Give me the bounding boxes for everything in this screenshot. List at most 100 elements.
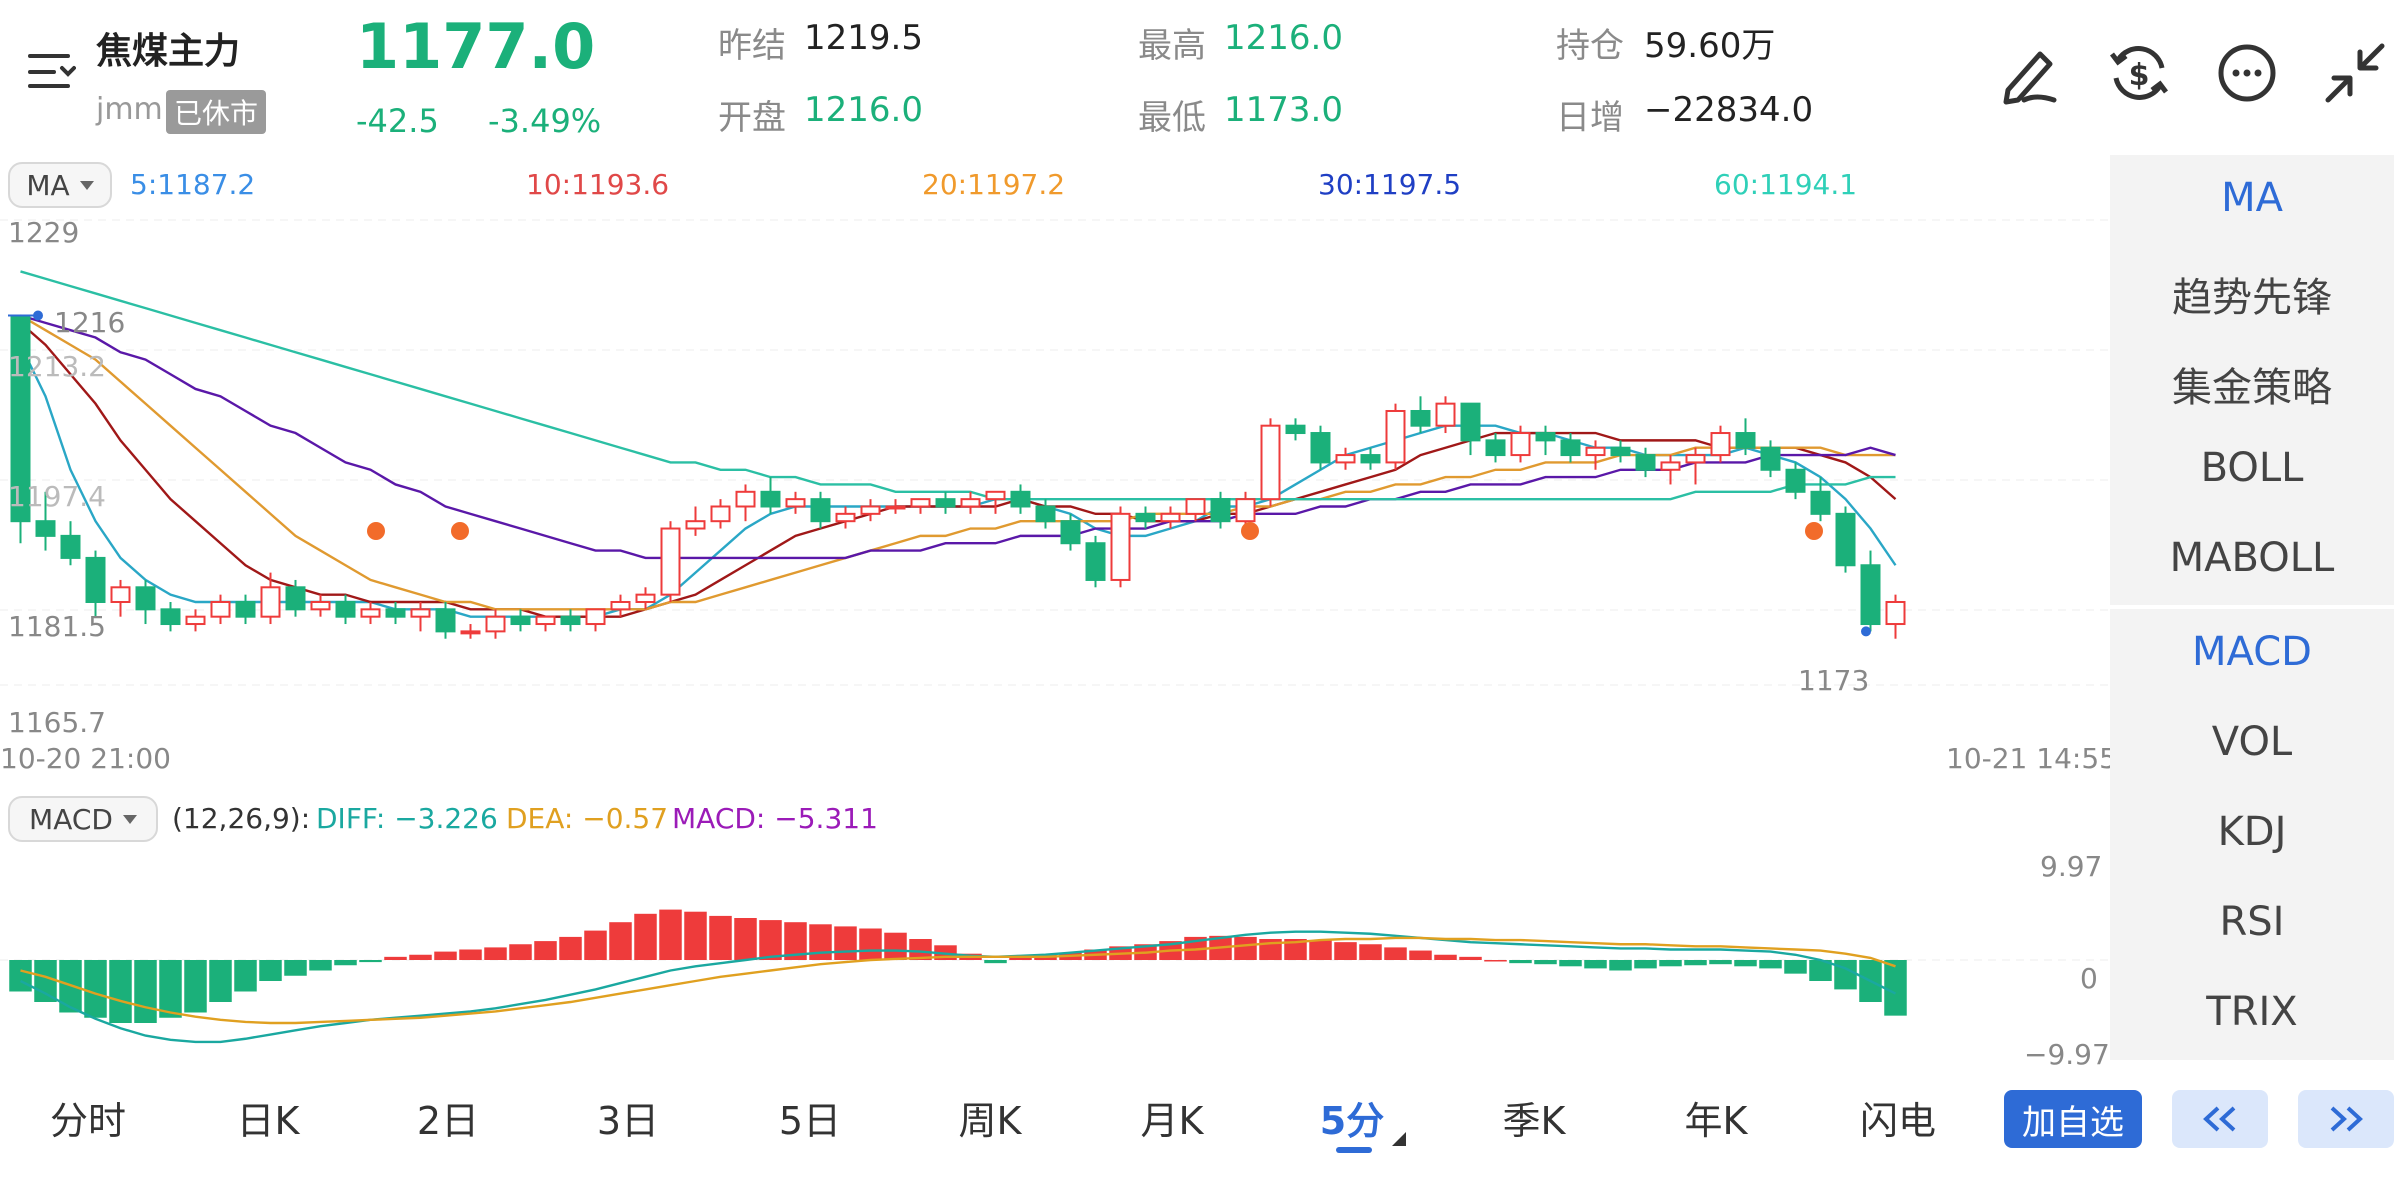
tab-intraday[interactable]: 分时 (49, 1099, 126, 1143)
macd-bar-negative (1884, 960, 1907, 1016)
indicator-ma[interactable]: MA (2221, 175, 2283, 221)
macd-bar-positive (1384, 947, 1407, 960)
tab-daily-k[interactable]: 日K (236, 1099, 300, 1143)
candle-up (585, 608, 606, 626)
macd-bar-negative (1559, 960, 1582, 967)
add-watchlist-button[interactable]: 加自选 (2004, 1090, 2142, 1148)
indicator-boll[interactable]: BOLL (2200, 445, 2304, 491)
candle-up (410, 608, 431, 618)
candle-down (1135, 512, 1156, 523)
collapse-icon[interactable] (2320, 38, 2390, 108)
ma-selector[interactable]: MA (8, 162, 112, 208)
macd-bar-positive (759, 920, 782, 960)
macd-bar-positive (784, 922, 807, 960)
candle-up (310, 600, 331, 611)
indicator-trend-pioneer[interactable]: 趋势先锋 (2172, 275, 2332, 321)
candle-up (1585, 446, 1606, 457)
candle-up (1885, 600, 1906, 626)
macd-chart[interactable] (0, 850, 2108, 1070)
stat-label-prev-settle: 昨结 (718, 26, 786, 66)
menu-icon[interactable] (28, 52, 76, 92)
tab-3day[interactable]: 3日 (596, 1099, 660, 1143)
candle-down (1560, 439, 1581, 457)
candle-up (110, 586, 131, 603)
macd-bar-negative (1809, 960, 1832, 981)
tab-quarterly-k[interactable]: 季K (1502, 1099, 1566, 1143)
candle-down (1785, 468, 1806, 493)
macd-bar-negative (9, 960, 32, 992)
contract-title: 焦煤主力 (96, 31, 241, 72)
price-change-pct: -3.49% (488, 102, 602, 140)
candle-down (1060, 520, 1081, 545)
macd-bar-positive (684, 911, 707, 960)
candle-down (385, 608, 406, 618)
tab-yearly-k[interactable]: 年K (1684, 1099, 1748, 1143)
ma-line-ma20 (19, 314, 1896, 611)
chevron-down-icon (122, 814, 137, 824)
candle-down (1085, 542, 1106, 581)
tab-monthly-k[interactable]: 月K (1140, 1099, 1204, 1143)
candle-up (635, 593, 656, 603)
stat-label-daily-change: 日增 (1556, 98, 1624, 138)
candle-up (1110, 512, 1131, 581)
macd-bar-negative (1734, 960, 1757, 967)
candle-down (1210, 498, 1231, 523)
indicator-trix[interactable]: TRIX (2206, 989, 2298, 1035)
candle-down (60, 534, 81, 559)
currency-exchange-icon[interactable]: $ (2104, 38, 2174, 108)
macd-bar-positive (509, 944, 532, 960)
prev-button[interactable] (2172, 1090, 2268, 1148)
macd-bar-positive (909, 939, 932, 960)
macd-bar-positive (1334, 942, 1357, 960)
price-change: -42.5 (356, 102, 439, 140)
tab-5day[interactable]: 5日 (778, 1099, 842, 1143)
macd-selector[interactable]: MACD (8, 796, 158, 842)
low-marker-label: 1173 (1798, 664, 1870, 697)
indicator-jijin-strategy[interactable]: 集金策略 (2172, 365, 2332, 411)
stat-label-low: 最低 (1138, 98, 1206, 138)
indicator-macd[interactable]: MACD (2192, 629, 2312, 675)
macd-bar-positive (709, 915, 732, 960)
pen-icon[interactable] (1996, 38, 2066, 108)
next-button[interactable] (2298, 1090, 2394, 1148)
candle-up (485, 615, 506, 633)
candle-up (860, 505, 881, 515)
macd-bar-negative (334, 960, 357, 966)
indicator-maboll[interactable]: MABOLL (2169, 535, 2335, 581)
tab-5min[interactable]: 5分 (1319, 1099, 1385, 1143)
tab-flash[interactable]: 闪电 (1859, 1099, 1936, 1143)
tab-weekly-k[interactable]: 周K (958, 1099, 1022, 1143)
macd-bar-negative (134, 960, 157, 1023)
macd-bar-negative (1759, 960, 1782, 969)
tab-5min-dropdown-icon[interactable] (1392, 1132, 1406, 1146)
candle-up (910, 498, 931, 508)
tab-2day[interactable]: 2日 (416, 1099, 480, 1143)
candle-up (210, 600, 231, 618)
more-icon[interactable] (2212, 38, 2282, 108)
ma-line-ma30 (20, 314, 1896, 560)
macd-bar-negative (1659, 960, 1682, 967)
macd-axis-top: 9.97 (2040, 850, 2103, 883)
indicator-vol[interactable]: VOL (2211, 719, 2293, 765)
macd-bar-positive (434, 951, 457, 960)
candle-up (360, 608, 381, 618)
macd-bar-positive (1434, 954, 1457, 960)
indicator-rsi[interactable]: RSI (2219, 899, 2285, 945)
macd-axis-zero: 0 (2080, 962, 2098, 995)
side-panel-divider (2110, 605, 2394, 609)
stat-value-daily-change: −22834.0 (1644, 90, 1814, 130)
ma60-value: 60:1194.1 (1714, 168, 1858, 201)
macd-bar-positive (409, 954, 432, 960)
last-price: 1177.0 (356, 10, 596, 83)
candle-down (85, 556, 106, 603)
candle-down (1360, 454, 1381, 464)
candle-up (610, 600, 631, 611)
ma-line-ma60 (20, 270, 1896, 501)
double-chevron-left-icon (2203, 1106, 2236, 1132)
candle-up (185, 615, 206, 626)
ma20-value: 20:1197.2 (922, 168, 1066, 201)
stat-label-high: 最高 (1138, 26, 1206, 66)
macd-bar-positive (1234, 936, 1257, 960)
indicator-kdj[interactable]: KDJ (2217, 809, 2287, 855)
candlestick-chart[interactable] (0, 210, 2108, 740)
